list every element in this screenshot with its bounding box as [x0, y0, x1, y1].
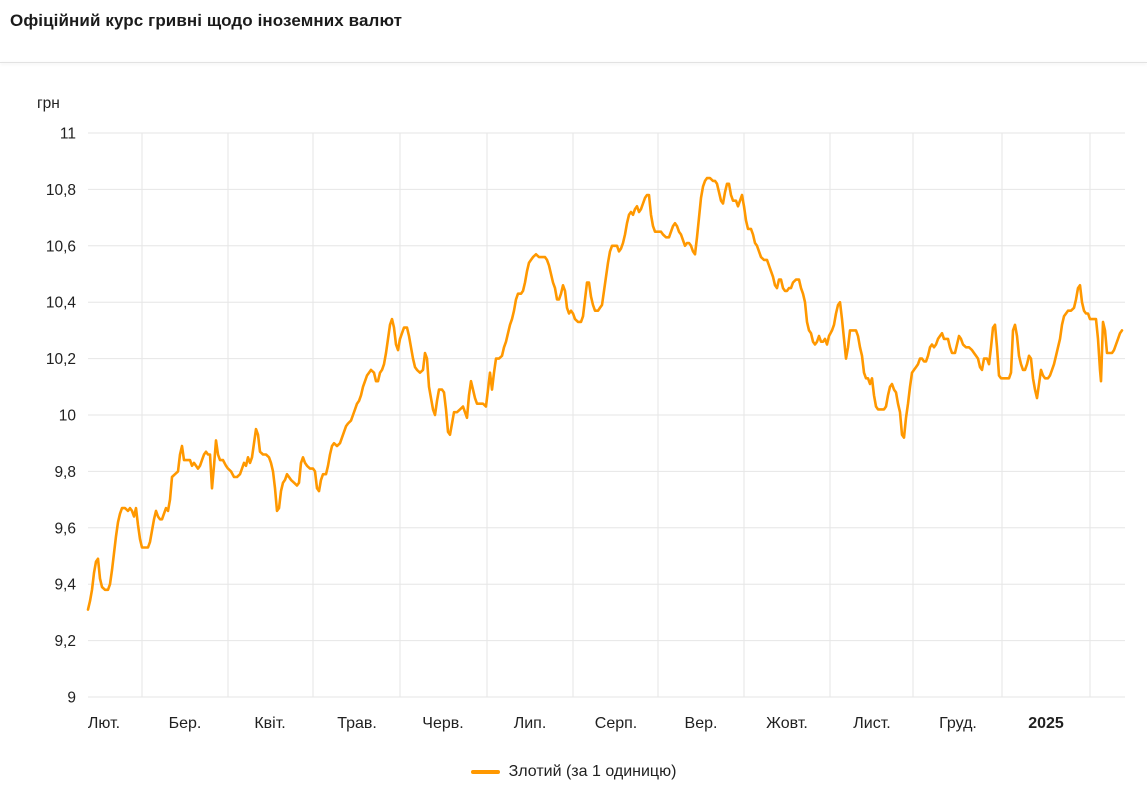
legend-label: Злотий (за 1 одиницю)	[508, 763, 677, 780]
zloty-line-swatch-icon	[470, 770, 500, 774]
y-axis-tick-label: 9	[67, 690, 76, 707]
y-axis-tick-label: 9,6	[54, 520, 76, 537]
legend-item-zloty[interactable]: Злотий (за 1 одиницю)	[470, 763, 677, 781]
x-axis-tick-label: Жовт.	[766, 715, 808, 732]
y-axis-tick-label: 9,4	[54, 577, 76, 594]
x-axis-tick-label: Лист.	[853, 715, 890, 732]
page-title: Офіційний курс гривні щодо іноземних вал…	[10, 11, 403, 30]
x-axis-tick-label: Груд.	[939, 715, 977, 732]
x-axis-tick-label: Лют.	[88, 715, 120, 732]
y-axis-tick-label: 10	[59, 408, 77, 425]
y-axis-tick-label: 9,8	[54, 464, 76, 481]
x-axis-tick-label: Черв.	[422, 715, 463, 732]
y-axis-tick-label: 10,2	[46, 351, 76, 368]
y-axis-tick-label: 9,2	[54, 633, 76, 650]
x-axis-tick-label: Вер.	[685, 715, 718, 732]
y-axis-tick-label: 10,8	[46, 182, 76, 199]
y-axis-tick-label: 10,6	[46, 238, 76, 255]
y-axis-unit-label: грн	[37, 95, 60, 112]
zloty-series-line[interactable]	[86, 176, 1124, 611]
x-axis-tick-label: Серп.	[595, 715, 637, 732]
x-axis-tick-label: Лип.	[514, 715, 547, 732]
chart-legend: Злотий (за 1 одиницю)	[0, 763, 1147, 781]
title-divider	[0, 62, 1147, 63]
x-axis-tick-label: 2025	[1028, 715, 1064, 732]
y-axis-tick-label: 11	[60, 126, 76, 143]
x-axis-tick-label: Квіт.	[254, 715, 285, 732]
x-axis-tick-label: Трав.	[337, 715, 377, 732]
y-axis-tick-label: 10,4	[46, 295, 77, 312]
x-axis-tick-label: Бер.	[169, 715, 202, 732]
